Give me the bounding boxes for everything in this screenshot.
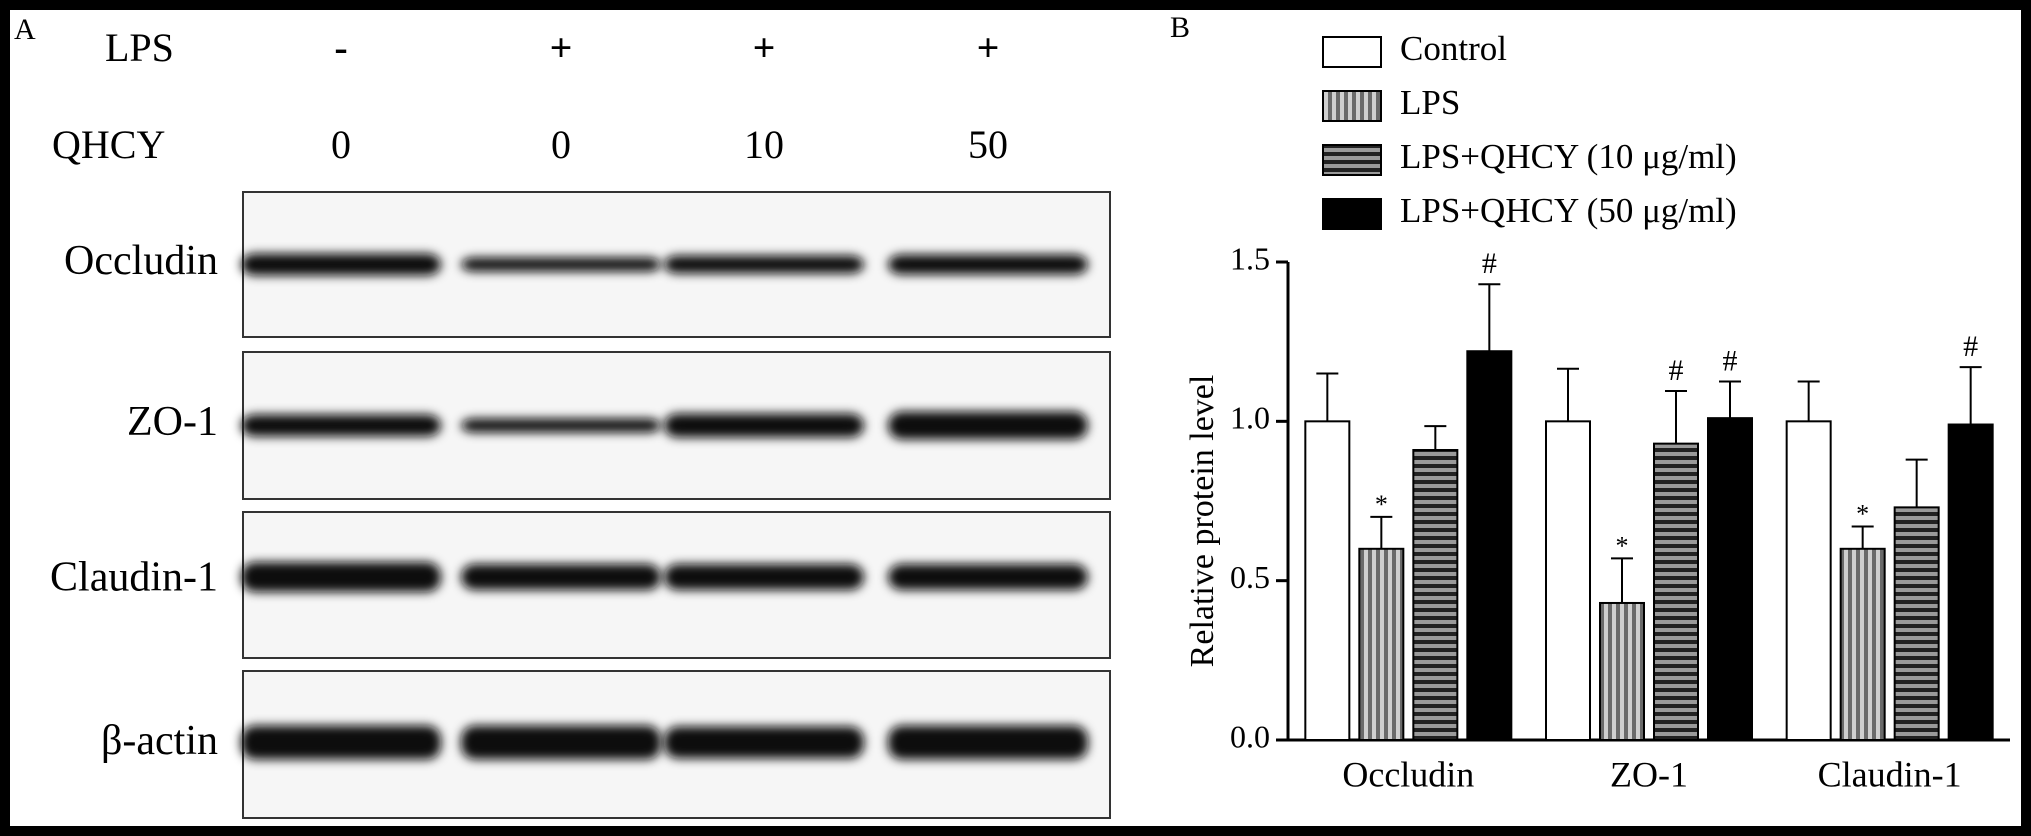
legend-label: LPS+QHCY (50 μg/ml): [1400, 191, 1737, 230]
bar: [1599, 601, 1645, 741]
significance-marker: #: [1669, 354, 1684, 387]
panel-label: B: [1170, 11, 1190, 44]
band: [461, 564, 661, 590]
band: [461, 418, 661, 433]
significance-marker: #: [1482, 247, 1497, 280]
protein-label: β-actin: [101, 718, 218, 764]
lane-label: +: [977, 25, 1000, 70]
lane-label: 0: [331, 122, 351, 167]
legend-label: LPS+QHCY (10 μg/ml): [1400, 137, 1737, 176]
bar: [1653, 442, 1699, 741]
bar: [1304, 420, 1351, 741]
protein-label: Occludin: [64, 238, 218, 284]
y-tick-label: 1.0: [1230, 400, 1270, 436]
band: [888, 254, 1088, 275]
significance-marker: *: [1375, 490, 1388, 519]
band: [888, 411, 1088, 440]
lane-label: +: [753, 25, 776, 70]
band: [664, 564, 864, 590]
bar: [1785, 420, 1832, 741]
protein-label: Claudin-1: [50, 555, 218, 601]
lane-label: +: [550, 25, 573, 70]
band: [461, 257, 661, 272]
lane-label: -: [334, 25, 347, 70]
significance-marker: *: [1616, 531, 1629, 560]
blot: LPS - + + + QHCY 0 0 10 50 Occludin ZO-1 Claudin-1 β-…: [50, 25, 1111, 819]
legend-label: Control: [1400, 29, 1507, 68]
y-tick-label: 0.5: [1230, 559, 1270, 595]
band: [241, 253, 441, 276]
significance-marker: #: [1963, 330, 1978, 363]
lane-label: 50: [968, 122, 1008, 167]
y-axis-label: Relative protein level: [1184, 375, 1221, 668]
band: [888, 564, 1088, 590]
y-tick-label: 1.5: [1230, 240, 1270, 276]
bar: [1707, 417, 1753, 741]
legend-swatch: [1322, 144, 1382, 176]
legend-swatch: [1322, 198, 1382, 230]
band: [664, 255, 864, 274]
x-tick-label: Claudin-1: [1818, 754, 1962, 794]
lane-label: 10: [744, 122, 784, 167]
row-label: QHCY: [52, 122, 165, 167]
y-tick-label: 0.0: [1230, 718, 1270, 754]
lane-label: 0: [551, 122, 571, 167]
significance-marker: #: [1723, 344, 1738, 377]
x-tick-label: Occludin: [1342, 754, 1474, 794]
legend-swatch: [1322, 36, 1382, 68]
bar: [1839, 547, 1886, 741]
band: [664, 413, 864, 438]
band: [664, 726, 864, 759]
band: [241, 725, 441, 760]
x-tick-label: ZO-1: [1610, 754, 1688, 794]
legend-swatch: [1322, 90, 1382, 122]
protein-label: ZO-1: [127, 399, 218, 445]
band: [888, 725, 1088, 760]
bar: [1545, 420, 1591, 741]
band: [241, 414, 441, 437]
bar: [1358, 547, 1405, 741]
band: [461, 725, 661, 760]
bar: [1947, 423, 1994, 741]
bar: [1893, 506, 1940, 741]
row-label: LPS: [105, 25, 174, 70]
bar: [1466, 350, 1513, 741]
panel-label: A: [14, 13, 36, 46]
band: [241, 562, 441, 592]
bar: [1412, 449, 1459, 741]
significance-marker: *: [1856, 499, 1869, 528]
legend-label: LPS: [1400, 83, 1460, 122]
bar-chart: 0.0 0.5 1.0 1.5 Relative protein level Occlud…: [1184, 29, 2010, 794]
